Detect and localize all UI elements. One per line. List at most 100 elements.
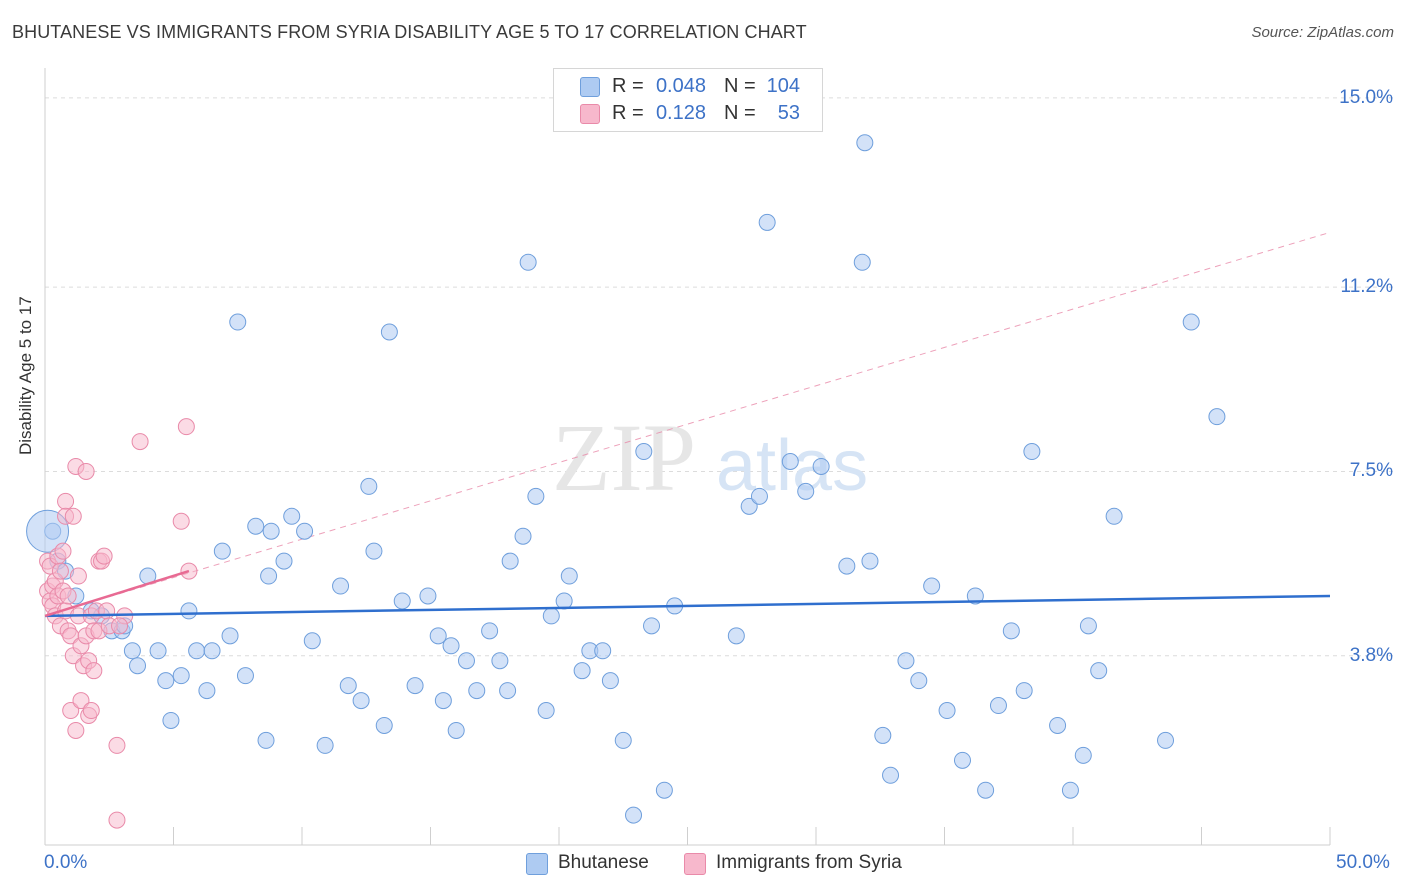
bhutanese-point xyxy=(1015,682,1033,700)
bhutanese-point xyxy=(1208,408,1226,426)
legend-r-value: 0.128 xyxy=(655,102,706,124)
bhutanese-point xyxy=(861,552,879,570)
syria-point xyxy=(59,587,77,605)
bhutanese-point xyxy=(365,542,383,560)
legend-n-label: N = xyxy=(724,75,756,97)
trend-lines xyxy=(44,231,1331,617)
bhutanese-point xyxy=(1074,746,1092,764)
watermark: ZIP atlas xyxy=(552,404,868,511)
bhutanese-point xyxy=(750,487,768,505)
bhutanese-point xyxy=(897,652,915,670)
grid-lines xyxy=(45,97,1395,657)
bhutanese-point xyxy=(499,682,517,700)
syria-trend-line xyxy=(44,569,190,618)
bhutanese-point xyxy=(1023,443,1041,461)
bhutanese-point xyxy=(332,577,350,595)
legend-n-value: 53 xyxy=(777,102,800,124)
bhutanese-point xyxy=(560,567,578,585)
bhutanese-point xyxy=(260,567,278,585)
bhutanese-point xyxy=(977,781,995,799)
bhutanese-point xyxy=(635,443,653,461)
bhutanese-point xyxy=(1090,662,1108,680)
bhutanese-point xyxy=(910,672,928,690)
syria-point xyxy=(51,562,69,580)
chart-title: BHUTANESE VS IMMIGRANTS FROM SYRIA DISAB… xyxy=(12,22,807,42)
bhutanese-point xyxy=(853,253,871,271)
bhutanese-point xyxy=(457,652,475,670)
bhutanese-point xyxy=(874,726,892,744)
bhutanese-point xyxy=(149,642,167,660)
bhutanese-point xyxy=(393,592,411,610)
syria-point xyxy=(54,542,72,560)
bhutanese-point xyxy=(882,766,900,784)
legend-n-value: 104 xyxy=(766,75,800,97)
bhutanese-point xyxy=(655,781,673,799)
bhutanese-point xyxy=(938,702,956,720)
legend-swatch-pink xyxy=(580,104,600,124)
bhutanese-point xyxy=(1157,731,1175,749)
bhutanese-point xyxy=(198,682,216,700)
bhutanese-point xyxy=(360,477,378,495)
syria-point xyxy=(72,692,90,710)
bhutanese-point xyxy=(468,682,486,700)
bhutanese-point xyxy=(625,806,643,824)
bhutanese-point xyxy=(1049,716,1067,734)
bhutanese-point xyxy=(966,587,984,605)
bhutanese-point xyxy=(758,213,776,231)
bhutanese-point xyxy=(296,522,314,540)
axes xyxy=(44,68,1331,846)
bhutanese-point xyxy=(447,721,465,739)
bhutanese-point xyxy=(1105,507,1123,525)
bhutanese-point xyxy=(727,627,745,645)
bhutanese-point xyxy=(213,542,231,560)
legend-label-bhutanese: Bhutanese xyxy=(558,852,649,873)
bhutanese-point xyxy=(157,672,175,690)
bhutanese-point xyxy=(257,731,275,749)
bhutanese-point xyxy=(797,482,815,500)
bhutanese-point xyxy=(812,457,830,475)
bhutanese-cluster-point xyxy=(26,509,70,553)
bhutanese-point xyxy=(514,527,532,545)
legend-n-label: N = xyxy=(724,102,756,124)
syria-point xyxy=(172,512,190,530)
syria-point xyxy=(69,567,87,585)
series-legend: Bhutanese Immigrants from Syria xyxy=(0,852,1406,876)
bhutanese-point xyxy=(129,657,147,675)
bhutanese-point xyxy=(481,622,499,640)
x-tick-label-max: 50.0% xyxy=(1336,852,1390,873)
bhutanese-point xyxy=(1061,781,1079,799)
syria-point xyxy=(108,811,126,829)
bhutanese-point xyxy=(953,751,971,769)
bhutanese-point xyxy=(838,557,856,575)
legend-r-value: 0.048 xyxy=(655,75,706,97)
bhutanese-point xyxy=(275,552,293,570)
source-label: Source: ZipAtlas.com xyxy=(1251,24,1394,41)
bhutanese-point xyxy=(188,642,206,660)
bhutanese-point xyxy=(519,253,537,271)
bhutanese-point xyxy=(283,507,301,525)
bhutanese-point xyxy=(434,692,452,710)
bhutanese-point xyxy=(303,632,321,650)
bhutanese-point xyxy=(643,617,661,635)
bhutanese-point xyxy=(247,517,265,535)
syria-point xyxy=(67,721,85,739)
bhutanese-point xyxy=(172,667,190,685)
bhutanese-point xyxy=(419,587,437,605)
bhutanese-point xyxy=(229,313,247,331)
bhutanese-point xyxy=(594,642,612,660)
syria-points xyxy=(39,418,198,829)
legend-swatch-blue xyxy=(580,77,600,97)
bhutanese-point xyxy=(429,627,447,645)
bhutanese-point xyxy=(180,602,198,620)
syria-point xyxy=(108,736,126,754)
bhutanese-point xyxy=(375,716,393,734)
bhutanese-point xyxy=(1079,617,1097,635)
bhutanese-point xyxy=(442,637,460,655)
syria-point xyxy=(82,702,100,720)
bhutanese-point xyxy=(781,453,799,470)
bhutanese-point xyxy=(491,652,509,670)
watermark-zip: ZIP xyxy=(552,404,696,511)
syria-point xyxy=(177,418,195,436)
bhutanese-point xyxy=(856,134,874,152)
